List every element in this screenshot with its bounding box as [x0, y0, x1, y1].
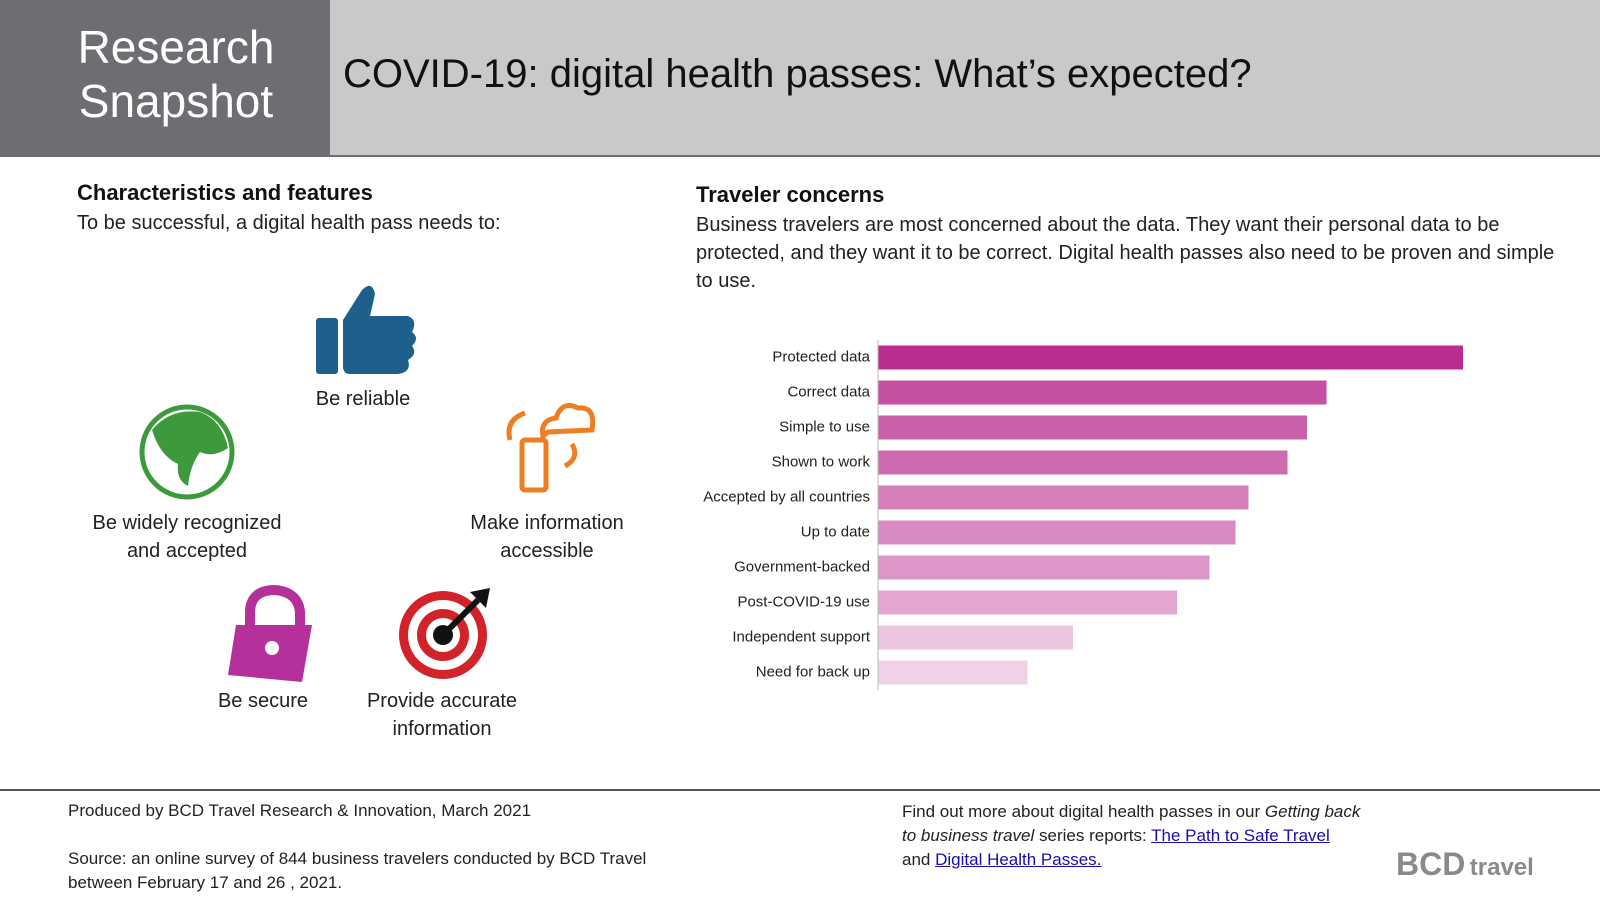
more-italic: Getting back to business travel [902, 802, 1361, 845]
logo-word: travel [1469, 854, 1534, 881]
category-label: Simple to use [779, 418, 870, 435]
bar [878, 555, 1210, 580]
bar [878, 590, 1177, 615]
lock-icon [228, 584, 312, 682]
feature-label: Be reliable [315, 388, 411, 410]
bar [878, 520, 1236, 545]
produced-note: Produced by BCD Travel Research & Innova… [68, 801, 532, 820]
left-subheading: To be successful, a digital health pass … [77, 212, 501, 234]
globe-icon [139, 404, 235, 500]
category-label: Accepted by all countries [703, 488, 870, 505]
category-label: Correct data [787, 383, 870, 400]
header-tag: Research Snapshot [0, 0, 330, 157]
bar [878, 345, 1463, 370]
right-text: Business travelers are most concerned ab… [696, 214, 1555, 292]
feature-label: Make information accessible [470, 512, 624, 562]
thumbs-up-icon [316, 285, 416, 374]
feature-label: Provide accurate information [366, 690, 518, 740]
title-bar [330, 0, 1600, 157]
category-label: Shown to work [772, 453, 871, 470]
right-heading: Traveler concerns [696, 182, 885, 207]
more-info: Find out more about digital health passe… [902, 800, 1362, 872]
page-title: COVID-19: digital health passes: What’s … [343, 52, 1252, 96]
more-text: series reports: [1039, 826, 1147, 845]
source-note: Source: an online survey of 844 business… [68, 849, 647, 892]
more-text: Find out more about digital health passe… [902, 802, 1261, 821]
report-link[interactable]: The Path to Safe Travel [1151, 826, 1330, 845]
bar [878, 380, 1327, 405]
logo: BCD travel [1396, 846, 1534, 883]
footer-rule [0, 789, 1600, 791]
icons [139, 285, 596, 682]
category-label: Post-COVID-19 use [737, 593, 870, 610]
category-label: Independent support [732, 628, 870, 645]
bar [878, 450, 1288, 475]
target-icon [399, 588, 490, 679]
report-link[interactable]: Digital Health Passes. [935, 850, 1102, 869]
category-label: Need for back up [756, 663, 870, 680]
feature-label: Be secure [217, 690, 309, 712]
bar [878, 485, 1249, 510]
bar [878, 660, 1028, 685]
category-label: Government-backed [734, 558, 870, 575]
bar [878, 415, 1307, 440]
category-label: Protected data [772, 348, 870, 365]
bar [878, 625, 1073, 650]
feature-label: Be widely recognized and accepted [92, 512, 282, 562]
logo-brand: BCD [1396, 846, 1466, 882]
left-heading: Characteristics and features [77, 180, 373, 205]
category-label: Up to date [801, 523, 870, 540]
cloud-phone-icon [506, 403, 596, 493]
bar-chart: Protected data Correct data Simple to use S… [703, 340, 1463, 690]
more-text: and [902, 850, 931, 869]
